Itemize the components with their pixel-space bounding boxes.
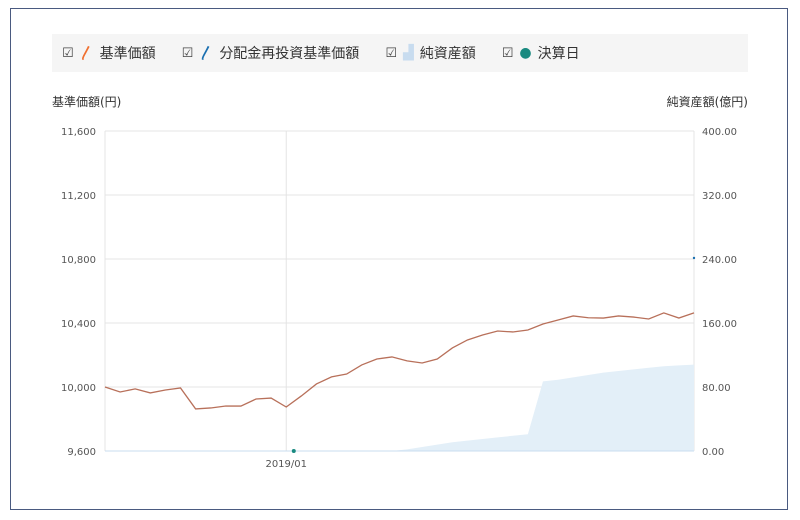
legend-label: 純資産額 (419, 46, 476, 62)
checkbox-icon[interactable]: ☑ (501, 45, 514, 61)
right-tick-label: 240.00 (702, 255, 737, 266)
blue-line-icon: 〳 (199, 46, 214, 62)
legend-item-settlement[interactable]: ☑ ● 決算日 (502, 43, 580, 63)
chart-frame (10, 8, 788, 510)
legend: ☑ 〳基準価額 ☑ 〳分配金再投資基準価額 ☑ ▟ 純資産額 ☑ ● 決算日 (52, 34, 748, 72)
left-tick-label: 10,400 (61, 319, 96, 330)
right-tick-label: 80.00 (702, 383, 731, 394)
legend-label: 分配金再投資基準価額 (219, 46, 360, 62)
left-tick-label: 9,600 (67, 447, 96, 458)
base-price-line (104, 312, 695, 410)
legend-item-net-assets[interactable]: ☑ ▟ 純資産額 (385, 43, 475, 63)
x-tick-label: 2019/01 (265, 459, 307, 470)
settlement-date-marker (291, 449, 296, 453)
left-tick-label: 11,200 (61, 191, 96, 202)
right-tick-label: 160.00 (702, 319, 737, 330)
left-tick-label: 11,600 (61, 127, 96, 138)
dot-icon: ● (519, 45, 532, 61)
checkbox-icon[interactable]: ☑ (385, 45, 397, 61)
orange-line-icon: 〳 (79, 46, 94, 62)
legend-label: 決算日 (537, 46, 580, 62)
reinvest-price-marker (692, 256, 696, 260)
legend-item-reinvest-price[interactable]: ☑ 〳分配金再投資基準価額 (182, 43, 360, 63)
checkbox-icon[interactable]: ☑ (62, 45, 74, 61)
net-assets-area (105, 364, 694, 451)
left-tick-label: 10,800 (61, 255, 96, 266)
checkbox-icon[interactable]: ☑ (181, 45, 194, 61)
right-axis-title: 純資産額(億円) (666, 95, 748, 109)
legend-item-base-price[interactable]: ☑ 〳基準価額 (62, 43, 156, 63)
area-icon: ▟ (402, 45, 414, 61)
right-tick-label: 320.00 (702, 191, 737, 202)
legend-label: 基準価額 (99, 46, 156, 62)
right-tick-label: 0.00 (702, 447, 724, 458)
right-tick-label: 400.00 (702, 127, 737, 138)
left-axis-title: 基準価額(円) (52, 95, 122, 109)
left-tick-label: 10,000 (61, 383, 96, 394)
